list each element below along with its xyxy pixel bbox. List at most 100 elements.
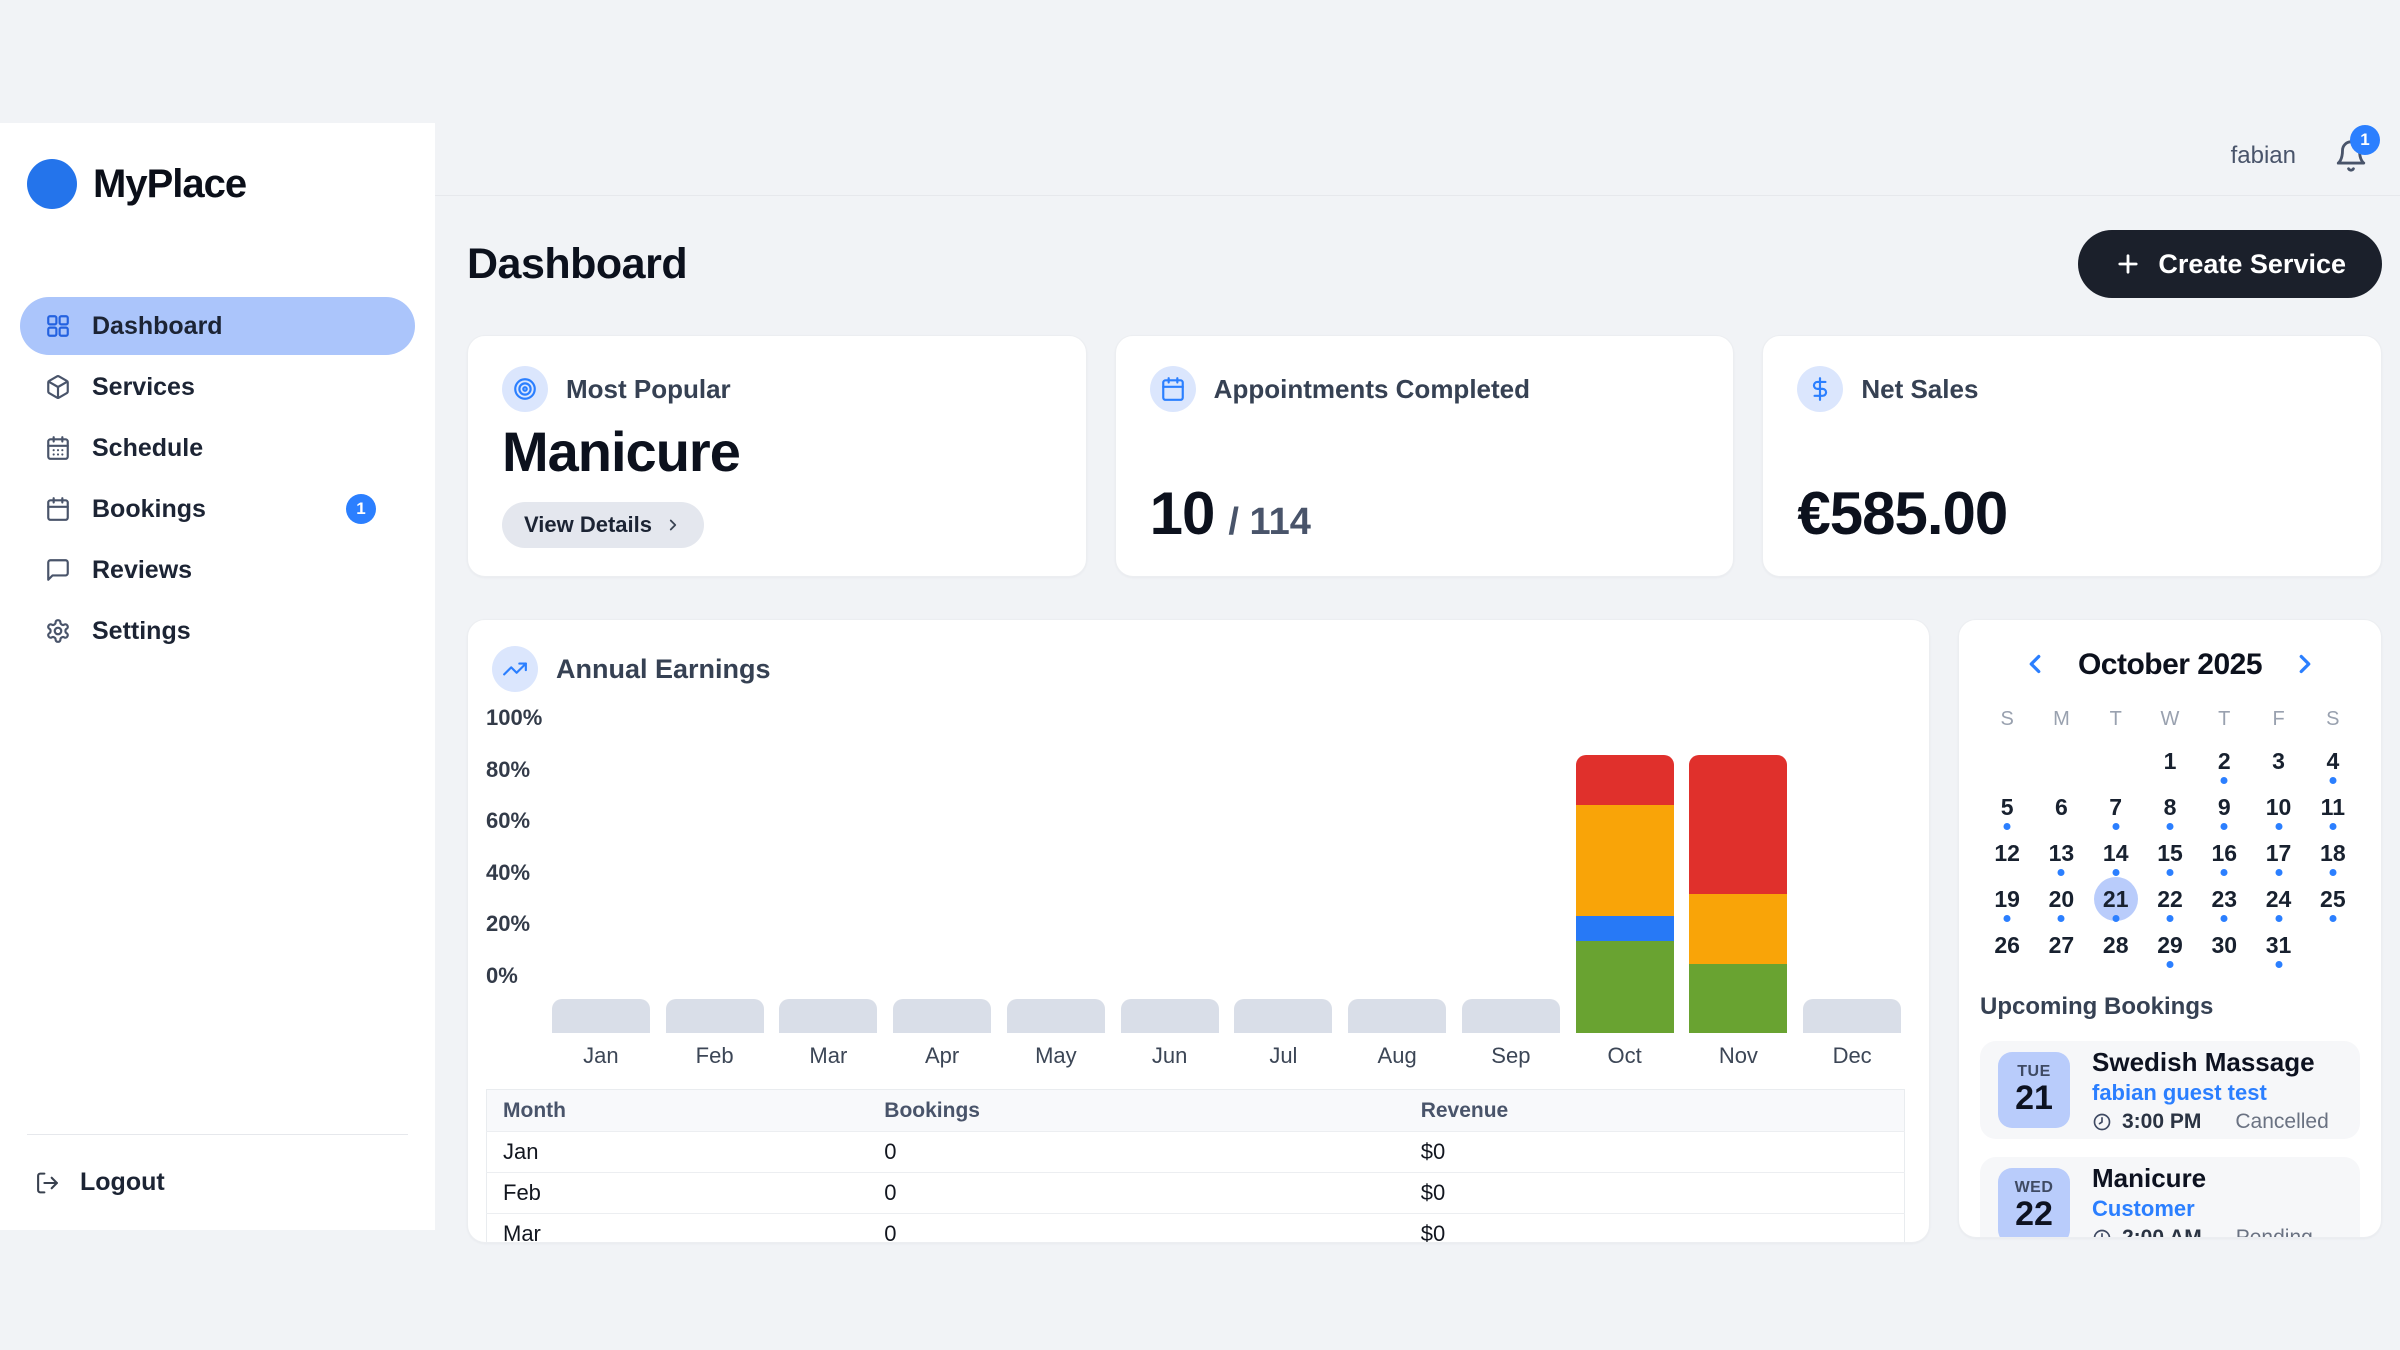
- sidebar-item-label: Settings: [92, 616, 191, 645]
- sidebar-item-settings[interactable]: Settings: [20, 602, 415, 660]
- bar-aug: [1340, 718, 1454, 1033]
- calendar-day-12[interactable]: 12: [1994, 840, 2020, 866]
- calendar-day-15[interactable]: 15: [2143, 831, 2197, 877]
- booking-item[interactable]: WED 22 Manicure Customer 2:00 AM Pending: [1980, 1157, 2360, 1238]
- bell-icon: [2336, 140, 2366, 172]
- sidebar-item-reviews[interactable]: Reviews: [20, 541, 415, 599]
- calendar-next-button[interactable]: [2288, 648, 2322, 682]
- calendar-day-5[interactable]: 5: [1980, 785, 2034, 831]
- calendar-day-22[interactable]: 22: [2143, 877, 2197, 923]
- booking-dot: [2003, 823, 2011, 830]
- brand-logo-icon: [27, 159, 77, 209]
- x-tick: Jan: [583, 1043, 619, 1068]
- calendar-day-31[interactable]: 31: [2251, 923, 2305, 969]
- bar-apr: [885, 718, 999, 1033]
- calendar-day-30[interactable]: 30: [2211, 932, 2238, 958]
- dollar-icon: [1797, 366, 1844, 412]
- calendar-day-25[interactable]: 25: [2306, 877, 2360, 923]
- bar-placeholder: [1006, 999, 1105, 1033]
- booking-dot: [2275, 915, 2283, 922]
- booking-dot: [2112, 823, 2120, 830]
- appointments-label: Appointments Completed: [1213, 373, 1531, 404]
- booking-dot: [2166, 915, 2174, 922]
- bars-area: [544, 718, 1909, 1033]
- calendar-day-13[interactable]: 13: [2034, 831, 2088, 877]
- calendar-day-8[interactable]: 8: [2143, 785, 2197, 831]
- earnings-table: Month Bookings Revenue Jan 0 $0 Feb 0 $0 Mar 0 $0: [486, 1089, 1905, 1242]
- calendar-day-24[interactable]: 24: [2251, 877, 2305, 923]
- day-of-week-header: T: [2109, 708, 2122, 730]
- bar-dec: [1795, 718, 1909, 1033]
- bar-placeholder: [1461, 999, 1560, 1033]
- booking-item[interactable]: TUE 21 Swedish Massage fabian guest test 3:0…: [1980, 1041, 2360, 1139]
- bar-jun: [1113, 718, 1227, 1033]
- x-tick: Jul: [1269, 1043, 1298, 1068]
- view-details-button[interactable]: View Details: [502, 502, 704, 548]
- appointments-completed: 10: [1149, 480, 1216, 547]
- booking-dot: [2220, 777, 2228, 784]
- notifications-button[interactable]: 1: [2334, 125, 2380, 173]
- sidebar-footer: Logout: [27, 1134, 408, 1230]
- calendar-day-18[interactable]: 18: [2306, 831, 2360, 877]
- booking-dot: [2220, 823, 2228, 830]
- sidebar-item-label: Services: [92, 372, 195, 401]
- calendar-day-3[interactable]: 3: [2272, 748, 2285, 774]
- x-tick: Sep: [1491, 1043, 1531, 1068]
- x-axis-labels: Jan Feb Mar Apr May Jun Jul Aug Sep Oct Nov Dec: [486, 1043, 1909, 1069]
- y-tick: 60%: [486, 808, 531, 833]
- booking-status: Pending: [2235, 1225, 2313, 1238]
- calendar-day-29[interactable]: 29: [2143, 923, 2197, 969]
- sidebar-item-bookings[interactable]: Bookings 1: [20, 480, 415, 538]
- create-service-button[interactable]: Create Service: [2078, 230, 2382, 298]
- sidebar-item-label: Schedule: [92, 433, 204, 462]
- table-cell: 0: [868, 1213, 1405, 1242]
- earnings-chart: 100% 80% 60% 40% 20% 0%: [486, 705, 1909, 1033]
- booking-dot: [2003, 915, 2011, 922]
- username[interactable]: fabian: [2230, 142, 2296, 169]
- table-cell: 0: [868, 1172, 1405, 1214]
- chart-title: Annual Earnings: [556, 653, 771, 684]
- calendar-day-2[interactable]: 2: [2197, 739, 2251, 785]
- bar-placeholder: [779, 999, 878, 1033]
- calendar-day-26[interactable]: 26: [1994, 932, 2020, 958]
- calendar-day-27[interactable]: 27: [2048, 932, 2075, 958]
- booking-dot: [2329, 915, 2337, 922]
- sidebar-item-dashboard[interactable]: Dashboard: [20, 297, 415, 355]
- top-header: fabian 1: [435, 123, 2400, 196]
- calendar-day-17[interactable]: 17: [2251, 831, 2305, 877]
- calendar-day-21[interactable]: 21: [2089, 877, 2143, 923]
- calendar-day-19[interactable]: 19: [1980, 877, 2034, 923]
- calendar-day-4[interactable]: 4: [2306, 739, 2360, 785]
- table-header: Month: [486, 1089, 869, 1132]
- calendar-day-11[interactable]: 11: [2306, 785, 2360, 831]
- booking-customer[interactable]: Customer: [2092, 1195, 2195, 1221]
- calendar-day-20[interactable]: 20: [2034, 877, 2088, 923]
- booking-customer[interactable]: fabian guest test: [2092, 1079, 2267, 1105]
- sidebar-item-services[interactable]: Services: [20, 358, 415, 416]
- bar-may: [999, 718, 1113, 1033]
- calendar-days-icon: [45, 435, 71, 461]
- appointments-card: Appointments Completed 10 / 114: [1114, 335, 1735, 577]
- calendar-day-1[interactable]: 1: [2163, 748, 2177, 774]
- bar-nov: [1682, 718, 1796, 1033]
- calendar-day-16[interactable]: 16: [2197, 831, 2251, 877]
- booking-dot: [2275, 823, 2283, 830]
- calendar-prev-button[interactable]: [2018, 648, 2052, 682]
- calendar-day-23[interactable]: 23: [2197, 877, 2251, 923]
- booking-dot: [2166, 961, 2174, 968]
- calendar-day-14[interactable]: 14: [2089, 831, 2143, 877]
- booking-dot: [2329, 869, 2337, 876]
- calendar-day-7[interactable]: 7: [2089, 785, 2143, 831]
- calendar-day-empty: [2306, 923, 2360, 969]
- x-tick: Dec: [1832, 1043, 1872, 1068]
- calendar-day-28[interactable]: 28: [2102, 932, 2129, 958]
- booking-time: 3:00 PM: [2122, 1109, 2202, 1133]
- calendar-day-10[interactable]: 10: [2251, 785, 2305, 831]
- calendar-day-6[interactable]: 6: [2055, 794, 2068, 820]
- x-tick: Oct: [1607, 1043, 1642, 1068]
- logout-button[interactable]: Logout: [27, 1168, 165, 1197]
- clock-icon: [2092, 1112, 2112, 1132]
- calendar-day-9[interactable]: 9: [2197, 785, 2251, 831]
- sidebar-item-schedule[interactable]: Schedule: [20, 419, 415, 477]
